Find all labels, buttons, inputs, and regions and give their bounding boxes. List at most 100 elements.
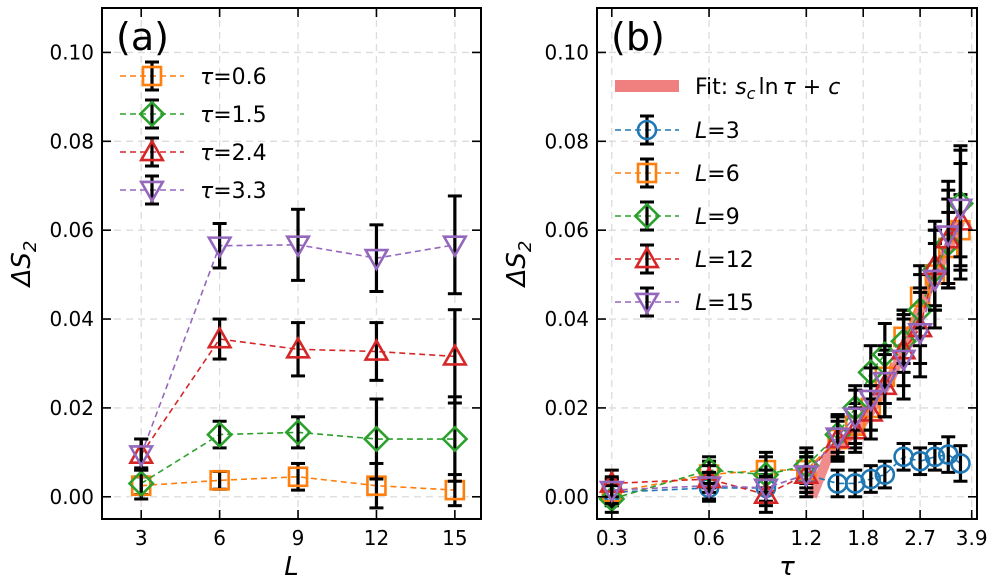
panel-a: 3 6 9 12 150.000.020.040.060.080.10LΔS2(a)τ=…: [7, 7, 482, 582]
legend-label: L=12: [695, 248, 754, 273]
y-tick-label: 0.08: [49, 129, 94, 153]
data-point: [206, 421, 234, 449]
data-point: [206, 325, 233, 349]
legend-label: L=6: [695, 162, 740, 187]
data-point: [890, 349, 917, 373]
legend-label-value: =9: [707, 205, 739, 230]
y-tick-label: 0.08: [544, 129, 589, 153]
panel-label: (b): [611, 15, 665, 59]
data-point: [441, 342, 468, 366]
y-axis-label-sub: 2: [20, 241, 41, 252]
data-point: [284, 418, 312, 446]
data-point: [874, 464, 896, 485]
legend-label: τ=0.6: [200, 65, 267, 90]
data-point: [363, 248, 390, 272]
data-point: [860, 468, 882, 490]
x-tick-label: 6: [213, 526, 226, 550]
legend-label-var: L: [695, 248, 707, 273]
legend-label-value: =3: [707, 119, 739, 144]
legend-label-value: =15: [707, 291, 753, 316]
legend-marker: [138, 138, 166, 162]
legend-marker: [633, 202, 661, 230]
data-point: [842, 407, 869, 431]
legend-label-var: L: [695, 205, 707, 230]
series-3: [128, 194, 468, 472]
legend-label: τ=2.4: [200, 141, 267, 166]
data-point: [598, 480, 625, 504]
series-2: [128, 308, 468, 472]
data-point: [441, 235, 468, 259]
data-point: [441, 425, 469, 453]
legend-label-value: =0.6: [213, 65, 266, 90]
legend-fit-plus: +: [796, 75, 828, 100]
legend-label-var: τ: [200, 103, 214, 128]
series-line: [141, 475, 455, 491]
x-tick-label: 1.8: [847, 526, 879, 550]
y-tick-label: 0.04: [49, 307, 94, 331]
y-tick-label: 0.06: [544, 218, 589, 242]
axes-frame: [101, 7, 482, 520]
x-axis-label: L: [284, 552, 299, 582]
legend-fit-ln: ln: [758, 75, 778, 100]
legend-label-value: =6: [707, 162, 739, 187]
legend: τ=0.6τ=1.5τ=2.4τ=3.3: [120, 60, 267, 206]
legend-marker: [636, 119, 658, 141]
x-tick-label: 0.6: [693, 526, 725, 550]
legend-label-var: L: [695, 291, 707, 316]
y-tick-label: 0.06: [49, 218, 94, 242]
data-point: [947, 198, 974, 222]
axes-frame: [596, 7, 978, 520]
x-tick-label: 0.3: [596, 526, 628, 550]
y-tick-label: 0.10: [544, 40, 589, 64]
legend-label-value: =1.5: [213, 103, 266, 128]
legend-fit-s: s: [735, 75, 746, 100]
legend: Fit: sc ln τ + cL=3L=6L=9L=12L=15: [615, 75, 840, 318]
legend-label-value: =12: [707, 248, 753, 273]
data-point: [284, 335, 312, 359]
data-point: [924, 446, 946, 468]
x-tick-label: 1.2: [790, 526, 822, 550]
legend-marker: [141, 65, 163, 87]
data-point: [793, 465, 820, 488]
y-tick-label: 0.04: [544, 307, 589, 331]
data-point: [362, 425, 390, 453]
data-point: [857, 389, 884, 413]
data-point: [363, 338, 390, 361]
legend-fit-label: Fit: sc ln τ + c: [695, 75, 840, 103]
legend-marker: [138, 180, 166, 204]
series-4: [598, 144, 974, 508]
legend-marker: [636, 162, 658, 184]
legend-marker: [138, 100, 166, 128]
y-tick-label: 0.02: [49, 396, 94, 420]
data-point: [871, 371, 898, 395]
x-tick-label: 3: [135, 526, 148, 550]
data-point: [950, 453, 971, 474]
legend-label-value: =2.4: [213, 141, 266, 166]
data-point: [696, 476, 723, 500]
panel-label: (a): [116, 15, 169, 59]
legend-marker: [633, 245, 661, 269]
y-axis-label-sub: 2: [515, 241, 536, 252]
legend-marker: [633, 292, 661, 316]
x-tick-label: 9: [292, 526, 305, 550]
panel-b: 0.3 0.6 1.2 1.8 2.7 3.9 0.00 0.02 0.04 0.06 0.08 0.…: [502, 7, 988, 582]
data-point: [128, 445, 155, 468]
legend-label-var: τ: [200, 179, 214, 204]
data-point: [209, 470, 230, 491]
x-tick-label: 3.9: [956, 526, 988, 550]
x-tick-label: 2.7: [904, 526, 936, 550]
data-point: [206, 236, 233, 260]
y-tick-label: 0.00: [49, 485, 94, 509]
data-point: [284, 235, 312, 259]
x-axis-label: τ: [779, 552, 795, 582]
legend-label-var: τ: [200, 65, 214, 90]
data-point: [909, 450, 931, 472]
data-point: [287, 466, 309, 488]
y-axis-label: ΔS2: [7, 241, 41, 289]
series-1: [127, 395, 469, 501]
y-tick-label: 0.00: [544, 485, 589, 509]
data-point: [921, 269, 948, 293]
legend-label-var: L: [695, 119, 707, 144]
